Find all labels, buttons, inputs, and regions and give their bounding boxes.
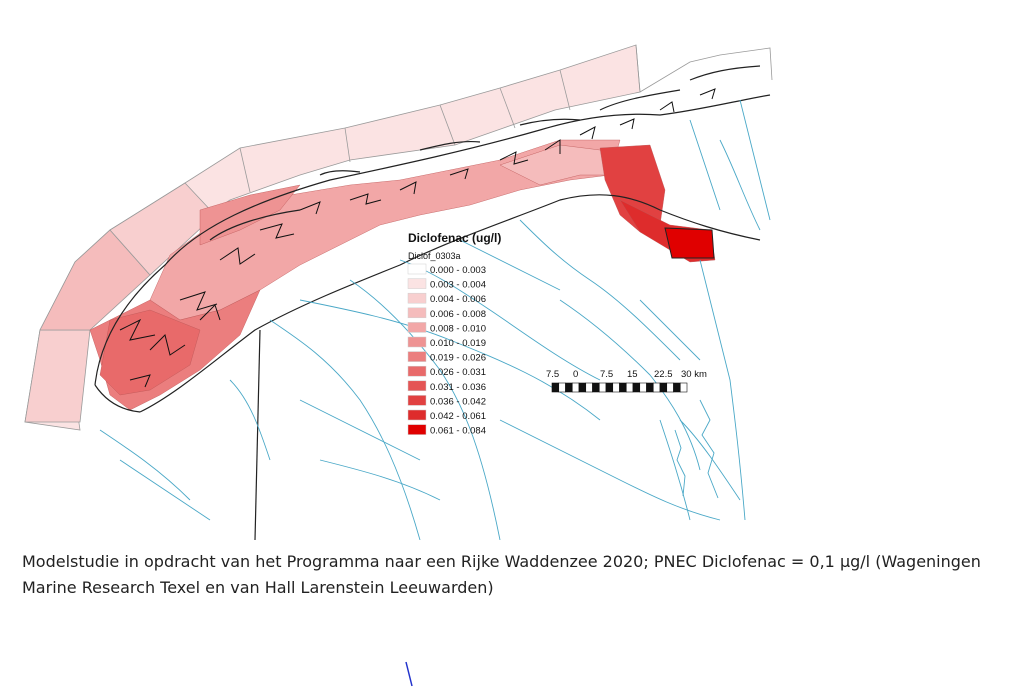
legend-swatch [407,322,427,333]
scale-bar-segment [558,382,566,393]
legend-label: 0.003 - 0.004 [430,280,486,291]
legend-label: 0.036 - 0.042 [430,396,486,407]
legend-swatch [407,365,427,377]
scale-bar-segment [659,382,668,393]
legend-swatch [407,351,427,362]
legend-label: 0.010 - 0.019 [430,338,486,349]
legend-label: 0.019 - 0.026 [430,353,486,364]
legend-label: 0.031 - 0.036 [430,382,486,393]
model-grid [24,44,773,431]
scale-bar-label: 0 [573,369,578,380]
scale-bar-segment [673,382,681,393]
tidal-channels [119,88,716,388]
map-figure: Diclofenac (ug/l) Diclof_0303a 0.000 - 0… [24,44,773,540]
pen-stroke-mark [405,661,413,687]
scale-bar-segment [598,382,607,393]
scale-bar-segment [565,382,573,393]
legend-label: 0.006 - 0.008 [430,309,486,320]
legend-label: 0.061 - 0.084 [430,426,486,437]
legend-label: 0.000 - 0.003 [430,265,486,276]
scale-bar-label: 22.5 [654,369,673,380]
concentration-zones [89,139,716,411]
scale-bar-segment [592,382,600,393]
legend-swatch [407,380,427,392]
scale-bar-segment [612,382,620,393]
legend-layer-name: Diclof_0303a [408,251,461,261]
legend-swatch [407,336,427,348]
legend-label: 0.008 - 0.010 [430,323,486,334]
legend-label: 0.026 - 0.031 [430,367,486,378]
scale-bar-segment [679,382,688,393]
legend-items: 0.000 - 0.003 0.003 - 0.004 0.004 - 0.006 0… [407,263,486,437]
legend-swatch [407,307,427,319]
legend-title: Diclofenac (ug/l) [408,231,501,245]
caption-line-2: Marine Research Texel en van Hall Larens… [22,578,494,597]
scale-bar-segment [619,382,627,393]
legend-swatch [407,395,427,406]
scale-bar-segment [571,382,580,393]
scale-bar-segment [666,382,674,393]
legend-label: 0.004 - 0.006 [430,294,486,305]
scale-bar-segment [652,382,661,393]
scale-bar: 7.5 0 7.5 15 22.5 30 km [546,369,707,393]
coastline [94,65,771,540]
scale-bar-segment [632,382,641,393]
scale-bar-segment [605,382,614,393]
legend-swatch [407,263,427,275]
scale-bar-label: 15 [627,369,638,380]
scale-bar-segment [625,382,634,393]
scale-bar-segment [551,382,560,393]
scale-bar-labels: 7.5 0 7.5 15 22.5 30 km [546,369,707,380]
legend-swatch [407,424,427,435]
scale-bar-segment [646,382,654,393]
scale-bar-segment [585,382,593,393]
legend-swatch [407,278,427,289]
caption-line-1: Modelstudie in opdracht van het Programm… [22,552,981,571]
scale-bar-segment [578,382,587,393]
legend-swatch [407,409,427,421]
scale-bar-segment [639,382,647,393]
legend-swatch [407,292,427,304]
figure-caption: Modelstudie in opdracht van het Programm… [22,549,1022,601]
scale-bar-label: 30 km [681,369,707,380]
scale-bar-label: 7.5 [600,369,613,380]
scale-bar-segments [551,382,688,393]
scale-bar-label: 7.5 [546,369,559,380]
map-legend: Diclofenac (ug/l) Diclof_0303a 0.000 - 0… [407,231,501,437]
legend-label: 0.042 - 0.061 [430,411,486,422]
